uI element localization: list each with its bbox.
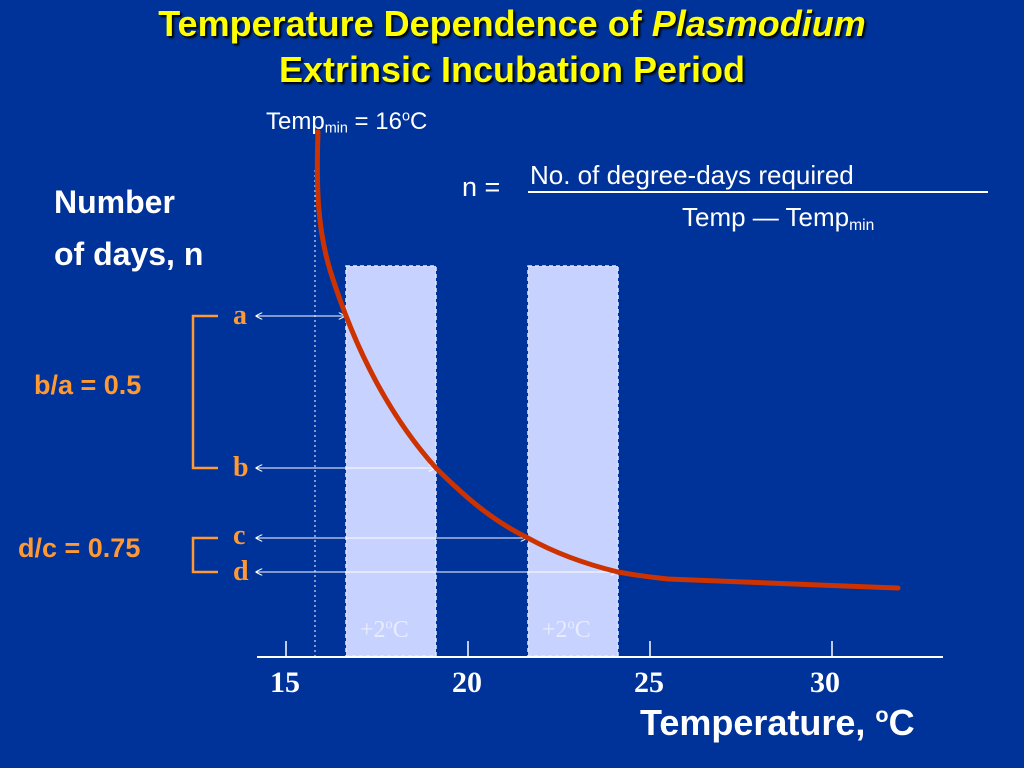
title-italic: Plasmodium bbox=[651, 3, 866, 44]
y-label-line1: Number bbox=[54, 184, 175, 220]
ratio-ba: b/a = 0.5 bbox=[34, 370, 142, 400]
incubation-curve bbox=[314, 129, 901, 591]
temp-band-2 bbox=[527, 265, 619, 657]
formula-denominator: Temp — Tempmin bbox=[682, 202, 875, 234]
temp-min-label: Tempmin = 16oC bbox=[266, 108, 428, 137]
ratio-dc: d/c = 0.75 bbox=[18, 533, 141, 563]
formula-lhs: n = bbox=[462, 172, 501, 202]
formula-numerator: No. of degree-days required bbox=[530, 160, 854, 190]
band-label-1: +2oC bbox=[360, 616, 409, 643]
slide-title-line1: Temperature Dependence of Plasmodium bbox=[0, 4, 1024, 44]
temp-band-1 bbox=[345, 265, 437, 657]
x-tick-label-30: 30 bbox=[810, 666, 840, 699]
bracket-dc bbox=[191, 536, 218, 574]
band-label-2: +2oC bbox=[542, 616, 591, 643]
slide-title-line2: Extrinsic Incubation Period bbox=[278, 49, 746, 90]
bracket-ba bbox=[191, 314, 218, 470]
x-axis-label: Temperature, oC bbox=[640, 702, 915, 743]
x-tick-label-20: 20 bbox=[452, 666, 482, 699]
point-label-c: c bbox=[233, 520, 246, 551]
x-tick-label-15: 15 bbox=[270, 666, 300, 699]
point-label-d: d bbox=[233, 556, 249, 587]
title-prefix: Temperature Dependence of bbox=[158, 3, 652, 44]
point-label-a: a bbox=[233, 300, 247, 331]
y-label-line2: of days, n bbox=[54, 236, 204, 272]
x-tick-label-25: 25 bbox=[634, 666, 664, 699]
point-label-b: b bbox=[233, 452, 249, 483]
